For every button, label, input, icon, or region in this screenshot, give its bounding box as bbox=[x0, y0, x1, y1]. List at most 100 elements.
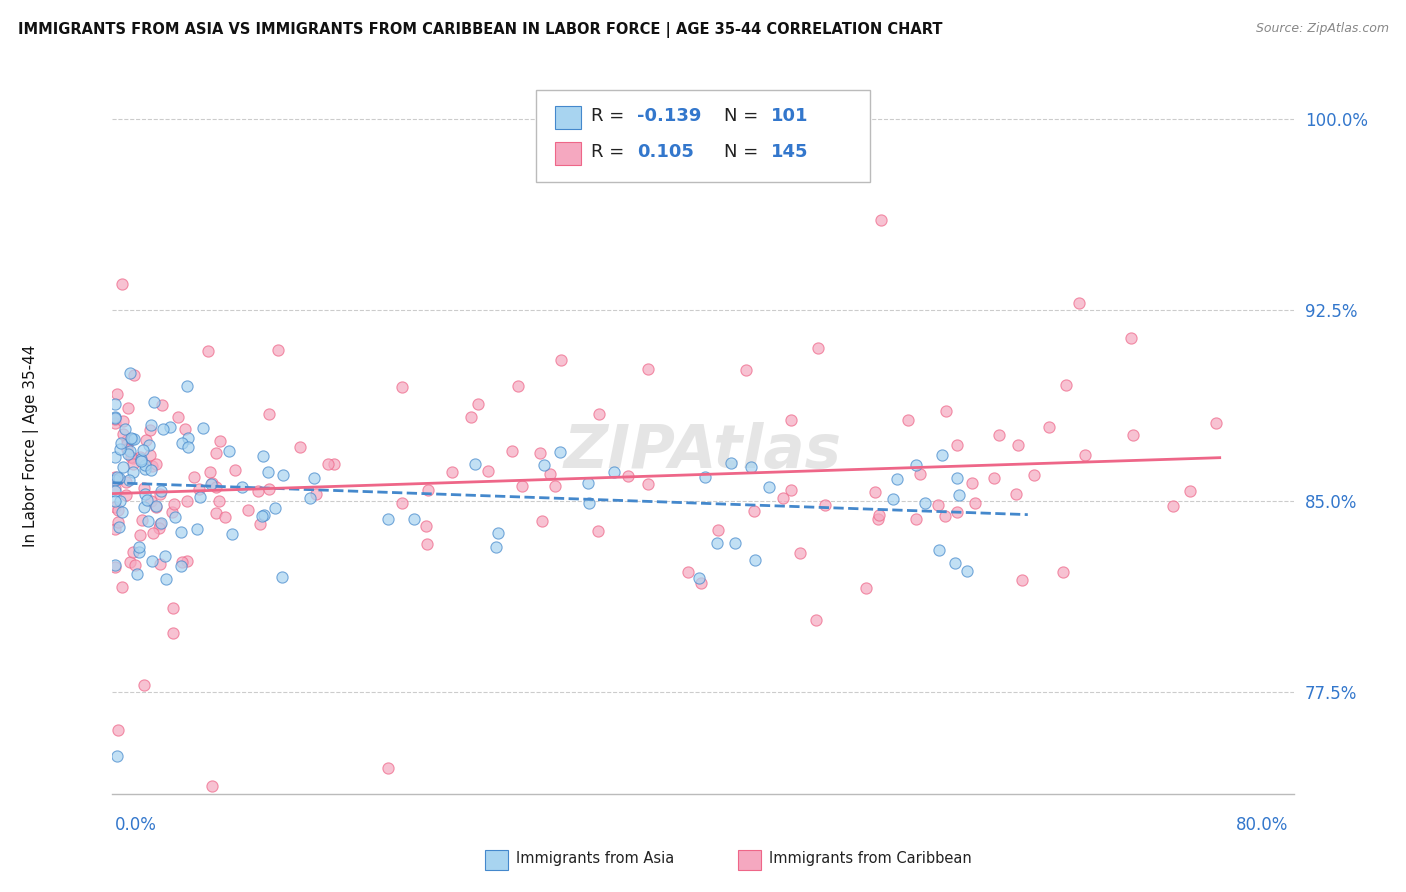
Point bbox=[107, 502, 129, 516]
Point bbox=[104, 396, 127, 410]
Point bbox=[107, 471, 129, 485]
Point bbox=[155, 572, 177, 586]
Point bbox=[288, 440, 311, 454]
Point bbox=[115, 488, 138, 502]
Point bbox=[267, 343, 290, 357]
Point bbox=[134, 458, 156, 472]
Point bbox=[637, 476, 659, 491]
Point bbox=[1074, 448, 1097, 462]
Point bbox=[1205, 416, 1227, 430]
Point bbox=[695, 470, 717, 484]
Point bbox=[706, 535, 728, 549]
Point bbox=[744, 552, 766, 566]
Point bbox=[122, 432, 145, 446]
Point bbox=[224, 463, 246, 477]
Point bbox=[588, 524, 610, 539]
Point bbox=[104, 560, 127, 574]
Point bbox=[676, 565, 699, 579]
Point bbox=[104, 522, 127, 536]
Point bbox=[415, 519, 437, 533]
Point bbox=[117, 433, 139, 447]
Point bbox=[134, 461, 156, 475]
Point bbox=[115, 442, 138, 456]
Point bbox=[169, 559, 191, 574]
Point bbox=[247, 484, 270, 499]
Point bbox=[107, 515, 129, 529]
Point bbox=[142, 525, 165, 540]
Point bbox=[772, 491, 794, 505]
Point bbox=[256, 465, 278, 479]
Point bbox=[501, 444, 523, 458]
Point bbox=[250, 509, 273, 524]
Point bbox=[529, 446, 551, 460]
Text: 80.0%: 80.0% bbox=[1236, 816, 1288, 834]
Point bbox=[391, 496, 413, 510]
Point bbox=[105, 472, 128, 486]
Point bbox=[188, 490, 211, 504]
Point bbox=[221, 526, 243, 541]
Point bbox=[132, 442, 155, 457]
Point bbox=[117, 401, 139, 415]
Point bbox=[603, 465, 626, 479]
Point bbox=[129, 452, 152, 467]
Point bbox=[150, 398, 173, 412]
Text: ZIPAtlas: ZIPAtlas bbox=[564, 422, 842, 481]
Point bbox=[122, 544, 145, 558]
Point bbox=[205, 480, 228, 494]
Point bbox=[120, 450, 142, 465]
Point bbox=[988, 428, 1011, 442]
Point bbox=[136, 514, 159, 528]
Point bbox=[934, 508, 956, 523]
Text: In Labor Force | Age 35-44: In Labor Force | Age 35-44 bbox=[22, 345, 39, 547]
Point bbox=[200, 476, 222, 491]
Point bbox=[176, 378, 198, 392]
Point bbox=[578, 496, 600, 510]
Point bbox=[125, 566, 148, 581]
Point bbox=[946, 437, 969, 451]
Point bbox=[391, 380, 413, 394]
Point bbox=[172, 555, 194, 569]
Point bbox=[1022, 467, 1045, 482]
Point bbox=[162, 601, 184, 615]
Point bbox=[416, 537, 439, 551]
Point bbox=[538, 467, 561, 482]
Point bbox=[128, 544, 150, 558]
Point bbox=[132, 678, 155, 692]
Text: 145: 145 bbox=[770, 143, 808, 161]
Point bbox=[172, 436, 194, 450]
Point bbox=[1161, 499, 1184, 513]
Point bbox=[122, 451, 145, 466]
Text: N =: N = bbox=[724, 107, 758, 125]
Point bbox=[148, 520, 170, 534]
Point bbox=[104, 558, 127, 573]
Point bbox=[208, 494, 231, 508]
Point bbox=[104, 410, 127, 425]
Point bbox=[177, 441, 200, 455]
Point bbox=[908, 467, 931, 481]
Point bbox=[152, 422, 174, 436]
Text: N =: N = bbox=[724, 143, 758, 161]
Point bbox=[868, 508, 890, 522]
Point bbox=[252, 450, 274, 464]
Point bbox=[145, 499, 167, 513]
Point bbox=[183, 470, 205, 484]
Point bbox=[117, 447, 139, 461]
Point bbox=[200, 475, 222, 490]
Point bbox=[115, 475, 138, 490]
Point bbox=[866, 511, 889, 525]
Point bbox=[637, 362, 659, 376]
Point bbox=[948, 488, 970, 502]
Point bbox=[905, 512, 928, 526]
Point bbox=[807, 341, 830, 355]
Point bbox=[110, 436, 132, 450]
Point bbox=[1011, 573, 1033, 587]
Point bbox=[485, 541, 508, 555]
Point bbox=[257, 407, 280, 421]
Point bbox=[1054, 378, 1077, 392]
Point bbox=[402, 512, 425, 526]
Point bbox=[1007, 437, 1029, 451]
Point bbox=[531, 515, 554, 529]
Point bbox=[1178, 484, 1201, 499]
Point bbox=[616, 469, 638, 483]
Point bbox=[104, 416, 127, 430]
